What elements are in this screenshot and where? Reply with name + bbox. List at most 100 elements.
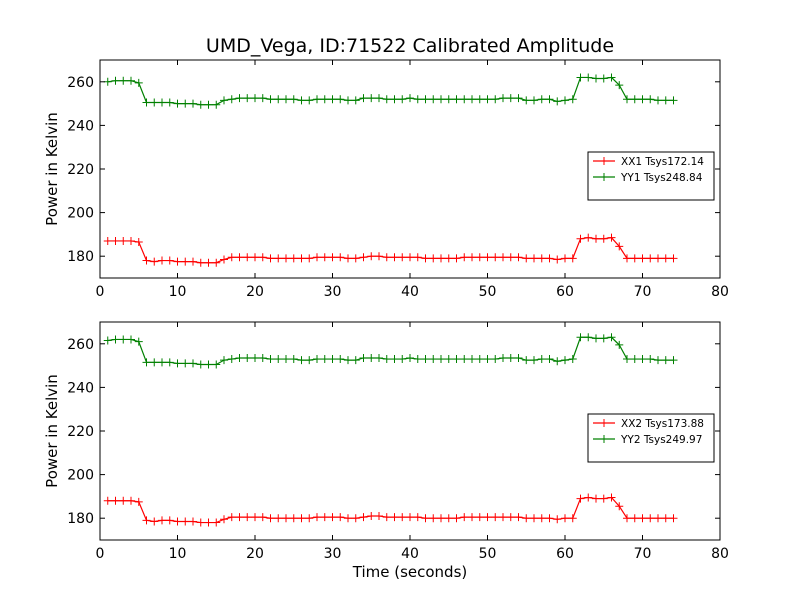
- data-point: [158, 98, 166, 107]
- data-point: [568, 95, 577, 104]
- data-point: [553, 357, 562, 366]
- data-point: [367, 353, 376, 362]
- data-point: [413, 95, 422, 104]
- data-point: [243, 513, 252, 522]
- data-point: [375, 252, 383, 261]
- data-point: [530, 356, 538, 365]
- data-point: [103, 236, 112, 245]
- y-axis-label: Power in Kelvin: [43, 112, 61, 226]
- data-point: [212, 258, 221, 267]
- data-point: [196, 258, 205, 267]
- data-point: [530, 254, 538, 263]
- data-point: [158, 358, 166, 367]
- data-point: [274, 254, 283, 263]
- data-point: [103, 496, 112, 505]
- data-point: [142, 516, 151, 525]
- data-point: [576, 234, 585, 243]
- data-point: [638, 514, 647, 523]
- data-point: [289, 514, 298, 523]
- data-point: [351, 356, 360, 365]
- data-point: [266, 95, 275, 104]
- legend-marker-swatch: [600, 157, 608, 165]
- data-point: [158, 516, 166, 525]
- y-tick-label: 240: [67, 118, 94, 134]
- data-point: [638, 95, 647, 104]
- data-point: [561, 356, 569, 365]
- data-point: [282, 95, 290, 104]
- data-point: [437, 355, 445, 364]
- data-point: [460, 513, 469, 522]
- data-point: [537, 355, 546, 364]
- data-point: [258, 513, 267, 522]
- data-point: [251, 513, 259, 522]
- data-point: [452, 254, 461, 263]
- data-point: [522, 254, 531, 263]
- data-point: [127, 76, 135, 85]
- data-point: [196, 360, 205, 369]
- data-point: [127, 496, 135, 505]
- data-point: [623, 95, 631, 104]
- data-point: [220, 515, 228, 524]
- data-point: [599, 74, 608, 83]
- data-point: [646, 95, 655, 104]
- data-point: [243, 94, 252, 103]
- data-point: [615, 81, 624, 90]
- data-point: [189, 517, 197, 526]
- data-point: [592, 494, 600, 503]
- data-point: [227, 253, 236, 262]
- data-point: [258, 353, 267, 362]
- chart-panel-1: 0 10 20 30 40 50 60 70 80 180 200 220 240 260 UMD_Vega…: [43, 35, 729, 300]
- data-point: [429, 355, 438, 364]
- data-point: [646, 514, 655, 523]
- x-tick-label: 10: [169, 284, 187, 300]
- data-point: [553, 515, 562, 524]
- data-point: [568, 514, 577, 523]
- data-point: [545, 355, 554, 364]
- data-point: [661, 356, 670, 365]
- data-point: [661, 96, 670, 105]
- data-point: [220, 96, 228, 105]
- data-point: [483, 513, 492, 522]
- data-point: [150, 98, 159, 107]
- data-point: [204, 360, 213, 369]
- data-point: [359, 94, 368, 103]
- x-tick-label: 80: [711, 546, 729, 562]
- data-point: [251, 253, 259, 262]
- data-point: [336, 253, 345, 262]
- data-point: [204, 100, 213, 109]
- data-point: [506, 353, 515, 362]
- legend-entry-label: XX1 Tsys172.14: [621, 156, 704, 168]
- data-point: [173, 359, 182, 368]
- data-point: [243, 353, 252, 362]
- data-point: [220, 356, 228, 365]
- data-point: [189, 359, 197, 368]
- x-tick-label: 20: [246, 284, 264, 300]
- data-point: [506, 513, 515, 522]
- legend-marker-swatch: [600, 419, 608, 427]
- data-point: [599, 234, 608, 243]
- data-point: [413, 253, 422, 262]
- legend-1: XX1 Tsys172.14 YY1 Tsys248.84: [587, 151, 715, 201]
- data-point: [181, 359, 190, 368]
- data-point: [499, 94, 507, 103]
- data-point: [142, 256, 151, 265]
- data-point: [150, 517, 159, 526]
- data-point: [553, 97, 562, 106]
- data-point: [623, 254, 631, 263]
- data-point: [282, 355, 290, 364]
- data-point: [468, 95, 476, 104]
- x-axis-label: Time (seconds): [352, 563, 468, 581]
- data-point: [119, 496, 128, 505]
- legend-entry-label: YY2 Tsys249.97: [620, 434, 702, 446]
- data-point: [460, 253, 469, 262]
- data-point: [475, 253, 484, 262]
- data-point: [437, 95, 445, 104]
- data-point: [584, 333, 593, 342]
- data-point: [592, 334, 600, 343]
- data-point: [367, 94, 376, 103]
- data-point: [359, 353, 368, 362]
- x-tick-label: 80: [711, 284, 729, 300]
- data-point: [553, 255, 562, 264]
- data-point: [444, 514, 453, 523]
